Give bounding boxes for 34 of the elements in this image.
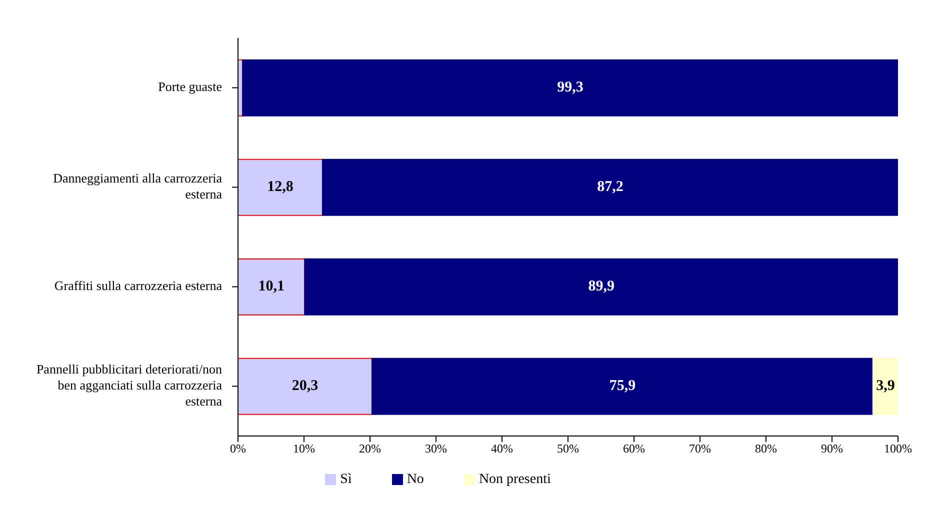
bar [238, 358, 372, 415]
data-label: 75,9 [609, 378, 636, 394]
x-tick-label: 90% [821, 442, 843, 456]
y-tick-label: Pannelli pubblicitari deteriorati/non ben agganciati sulla carrozzeria esterna [36, 361, 222, 408]
y-tick-label: Graffiti sulla carrozzeria esterna [54, 278, 222, 293]
bar [238, 258, 306, 316]
data-label: 20,3 [292, 378, 318, 394]
data-label: 99,3 [557, 79, 584, 96]
x-tick-label: 60% [623, 442, 645, 456]
x-tick-label: 70% [689, 442, 711, 456]
legend-label: Sì [340, 472, 352, 487]
data-label: 10,1 [258, 278, 284, 294]
x-tick-label: 10% [293, 442, 315, 456]
y-tick-label: Porte guaste [158, 78, 222, 94]
x-tick-label: 80% [755, 442, 777, 456]
x-tick-label: 30% [425, 442, 447, 456]
x-tick-label: 20% [359, 442, 381, 456]
data-label: 87,2 [597, 178, 624, 195]
bar [322, 158, 898, 216]
y-tick-label: Danneggiamenti alla carrozzeria esterna [53, 170, 222, 202]
legend-label: Non presenti [478, 472, 551, 487]
x-tick-label: 50% [557, 442, 579, 456]
bar [304, 258, 898, 316]
bar [242, 59, 898, 116]
data-label: 89,9 [588, 278, 614, 294]
x-tick-label: 0% [230, 442, 246, 456]
legend-label: No [406, 472, 424, 487]
bar [872, 358, 898, 415]
x-tick-label: 100% [884, 442, 912, 456]
bar [238, 158, 323, 216]
data-label: 12,8 [267, 178, 294, 195]
bar [371, 358, 874, 415]
x-tick-label: 40% [491, 442, 513, 456]
data-label: 3,9 [876, 378, 895, 394]
